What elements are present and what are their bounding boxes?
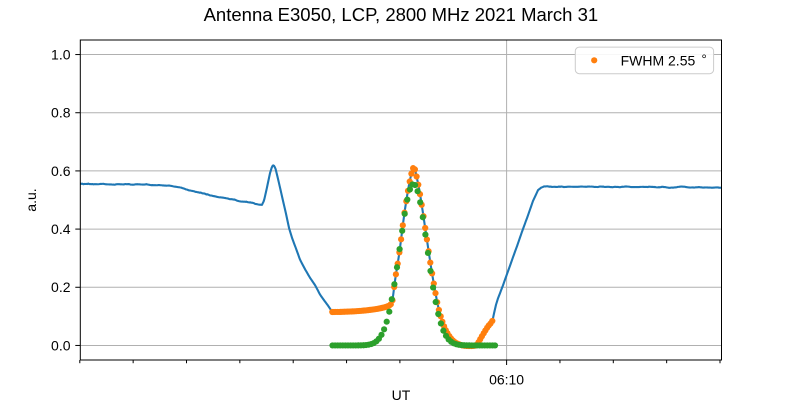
- svg-text:UT: UT: [392, 387, 411, 400]
- svg-text:0.8: 0.8: [51, 105, 71, 121]
- svg-text:0.4: 0.4: [51, 221, 71, 237]
- svg-text:0.2: 0.2: [51, 279, 71, 295]
- svg-text:0.0: 0.0: [51, 337, 71, 353]
- svg-text:Antenna E3050, LCP, 2800 MHz 2: Antenna E3050, LCP, 2800 MHz 2021 March …: [204, 4, 599, 25]
- svg-text:FWHM 2.55: FWHM 2.55: [621, 52, 696, 68]
- svg-text:°: °: [702, 51, 707, 66]
- svg-text:06:10: 06:10: [489, 372, 524, 388]
- svg-text:1.0: 1.0: [51, 46, 71, 62]
- svg-text:a.u.: a.u.: [23, 188, 39, 211]
- svg-text:0.6: 0.6: [51, 163, 71, 179]
